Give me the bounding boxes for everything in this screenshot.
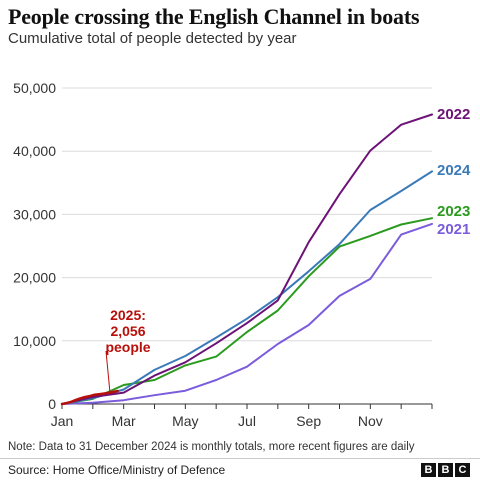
chart-subtitle: Cumulative total of people detected by y… <box>8 30 297 47</box>
chart-title: People crossing the English Channel in b… <box>8 4 420 29</box>
bbc-logo: B B C <box>421 463 470 477</box>
series-label-2022: 2022 <box>437 106 470 123</box>
logo-letter: B <box>421 463 436 477</box>
x-tick-label: Mar <box>112 413 136 429</box>
series-label-2021: 2021 <box>437 221 470 238</box>
y-tick-label: 50,000 <box>13 80 56 96</box>
logo-letter: B <box>438 463 453 477</box>
gridlines <box>62 87 432 342</box>
y-tick-label: 20,000 <box>13 270 56 286</box>
series-label-2023: 2023 <box>437 203 470 220</box>
y-tick-label: 40,000 <box>13 143 56 159</box>
footnote: Note: Data to 31 December 2024 is monthl… <box>8 441 415 453</box>
axes: 0 10,000 20,000 30,000 40,000 50,000 Jan Mar May… <box>13 80 433 429</box>
series-line-2024 <box>61 170 433 405</box>
x-tick-label: Jul <box>238 413 256 429</box>
x-tick-label: Jan <box>51 413 74 429</box>
series-line-2025 <box>60 389 119 406</box>
series-label-2024: 2024 <box>437 162 471 179</box>
x-tick-label: Sep <box>296 413 321 429</box>
series-line-2022 <box>61 113 433 405</box>
line-chart: 0 10,000 20,000 30,000 40,000 50,000 Jan Mar May… <box>13 80 471 429</box>
y-tick-label: 30,000 <box>13 206 56 222</box>
x-tick-label: May <box>172 413 198 429</box>
y-tick-label: 0 <box>48 396 56 412</box>
x-tick-label: Nov <box>358 413 383 429</box>
logo-letter: C <box>455 463 470 477</box>
annotation-line-2: 2,056 <box>110 323 145 339</box>
series-lines <box>60 113 433 406</box>
annotation-2025: 2025: 2,056 people <box>105 307 151 394</box>
footer-divider <box>0 458 480 459</box>
annotation-line-1: 2025: <box>110 307 146 323</box>
series-line-2021 <box>61 222 433 405</box>
source-text: Source: Home Office/Ministry of Defence <box>8 463 226 477</box>
series-line-2023 <box>61 217 433 405</box>
annotation-line-3: people <box>105 339 150 355</box>
annotation-leader <box>105 350 111 394</box>
y-tick-label: 10,000 <box>13 333 56 349</box>
